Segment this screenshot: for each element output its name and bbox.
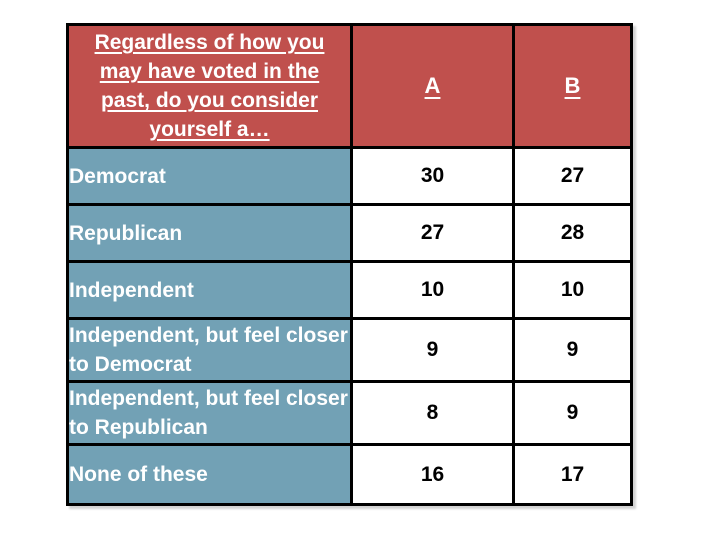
row-label-democrat: Democrat (66, 146, 353, 206)
row-label-independent-closer-democrat: Independent, but feel closer to Democrat (66, 317, 353, 383)
value-independent-closer-republican-b: 9 (512, 380, 633, 446)
value-republican-b: 28 (512, 203, 633, 263)
question-line-4: yourself a… (149, 118, 270, 141)
value-democrat-b: 27 (512, 146, 633, 206)
row-label-independent-closer-republican: Independent, but feel closer to Republic… (66, 380, 353, 446)
table-header-question: Regardless of how you may have voted in … (66, 23, 353, 149)
value-independent-closer-republican-a: 8 (350, 380, 515, 446)
table-row-independent: Independent 10 10 (66, 260, 633, 320)
value-none-of-these-b: 17 (512, 443, 633, 506)
value-independent-a: 10 (350, 260, 515, 320)
table-header-row: Regardless of how you may have voted in … (66, 23, 633, 149)
value-independent-closer-democrat-a: 9 (350, 317, 515, 383)
table-row-independent-closer-republican: Independent, but feel closer to Republic… (66, 380, 633, 446)
value-independent-closer-democrat-b: 9 (512, 317, 633, 383)
question-line-3: past, do you consider (100, 89, 319, 112)
table-row-none-of-these: None of these 16 17 (66, 443, 633, 506)
survey-results-table: Regardless of how you may have voted in … (66, 23, 633, 506)
row-label-independent: Independent (66, 260, 353, 320)
question-line-1: Regardless of how you (94, 31, 325, 54)
value-republican-a: 27 (350, 203, 515, 263)
value-none-of-these-a: 16 (350, 443, 515, 506)
row-label-republican: Republican (66, 203, 353, 263)
table-row-democrat: Democrat 30 27 (66, 146, 633, 206)
column-header-b: B (512, 23, 633, 149)
question-line-2: may have voted in the (99, 60, 320, 83)
table-row-republican: Republican 27 28 (66, 203, 633, 263)
value-independent-b: 10 (512, 260, 633, 320)
table-row-independent-closer-democrat: Independent, but feel closer to Democrat… (66, 317, 633, 383)
row-label-none-of-these: None of these (66, 443, 353, 506)
column-header-a: A (350, 23, 515, 149)
value-democrat-a: 30 (350, 146, 515, 206)
